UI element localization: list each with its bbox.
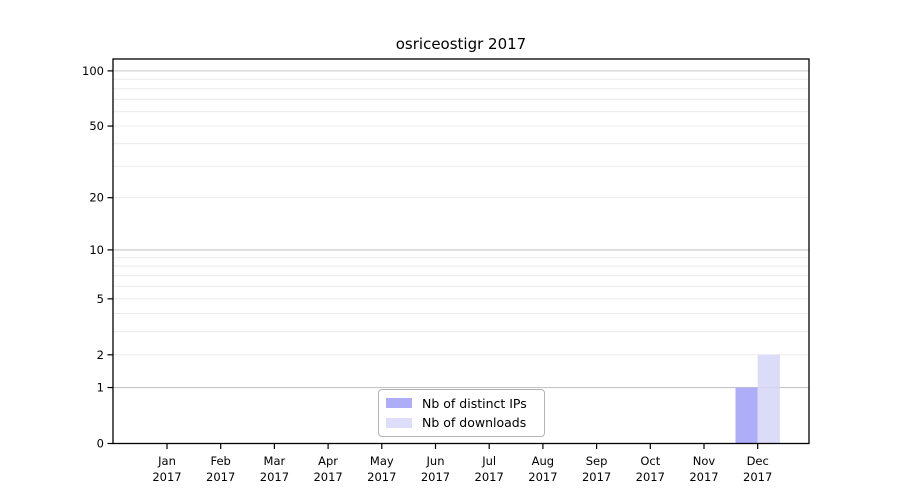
x-tick-label-year: 2017 <box>528 470 557 484</box>
x-tick-label-year: 2017 <box>475 470 504 484</box>
bar-downloads-dec-2017 <box>757 354 780 444</box>
x-tick-label-year: 2017 <box>152 470 181 484</box>
distinct-ips-swatch-icon <box>386 398 412 409</box>
y-tick-label: 50 <box>89 119 104 133</box>
x-tick-label-month: Jun <box>426 454 445 468</box>
x-tick-label-year: 2017 <box>743 470 772 484</box>
x-tick-label-year: 2017 <box>582 470 611 484</box>
chart-title: osriceostigr 2017 <box>395 35 527 53</box>
x-tick-label-month: Feb <box>211 454 231 468</box>
x-tick-label-month: Oct <box>640 454 660 468</box>
x-tick-label-month: Apr <box>318 454 338 468</box>
y-tick-label: 1 <box>97 381 104 395</box>
legend-item-downloads: Nb of downloads <box>386 414 538 432</box>
y-tick-label: 5 <box>97 292 104 306</box>
y-tick-label: 20 <box>89 191 104 205</box>
bar-distinct-ips-dec-2017 <box>735 387 758 444</box>
x-tick-label-month: Nov <box>693 454 716 468</box>
x-tick-label-month: Sep <box>586 454 608 468</box>
x-tick-label-month: Mar <box>264 454 286 468</box>
x-tick-label-year: 2017 <box>689 470 718 484</box>
x-tick-label-month: Jan <box>157 454 176 468</box>
x-tick-label-year: 2017 <box>421 470 450 484</box>
x-tick-label-month: Aug <box>532 454 554 468</box>
legend-label-downloads: Nb of downloads <box>422 415 527 431</box>
legend: Nb of distinct IPs Nb of downloads <box>378 389 545 437</box>
x-tick-label-month: May <box>370 454 394 468</box>
downloads-swatch-icon <box>386 417 412 428</box>
x-tick-label-year: 2017 <box>206 470 235 484</box>
x-tick-label-year: 2017 <box>313 470 342 484</box>
y-tick-label: 0 <box>97 437 104 451</box>
legend-label-distinct-ips: Nb of distinct IPs <box>422 395 527 411</box>
y-tick-label: 2 <box>97 348 104 362</box>
y-tick-label: 100 <box>82 64 104 78</box>
plot-border <box>112 58 810 445</box>
x-tick-label-year: 2017 <box>636 470 665 484</box>
x-tick-label-year: 2017 <box>260 470 289 484</box>
legend-item-distinct-ips: Nb of distinct IPs <box>386 394 538 412</box>
x-tick-label-month: Dec <box>747 454 769 468</box>
y-tick-label: 10 <box>89 243 104 257</box>
x-tick-label-month: Jul <box>481 454 496 468</box>
x-tick-label-year: 2017 <box>367 470 396 484</box>
